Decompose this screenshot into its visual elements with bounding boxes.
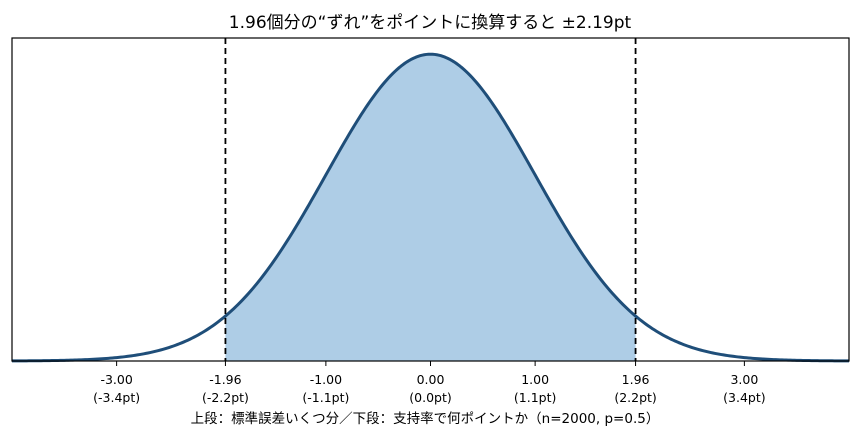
x-tick-label-2: -1.00 [310, 372, 342, 387]
x-tick-label-5: 1.96 [622, 372, 650, 387]
density-curve [11, 52, 850, 363]
reference-lines [224, 38, 637, 361]
x-tick-label-4: 1.00 [521, 372, 549, 387]
x-tick-sublabel-3: (0.0pt) [409, 390, 451, 405]
x-tick-sublabel-0: (-3.4pt) [93, 390, 140, 405]
chart-title: 1.96個分の“ずれ”をポイントに換算すると ±2.19pt [229, 13, 632, 33]
confidence-interval-area [225, 54, 636, 361]
x-axis-ticks: -3.00 (-3.4pt) -1.96 (-2.2pt) -1.00 (-1.1pt) 0… [93, 361, 766, 405]
x-tick-sublabel-4: (1.1pt) [514, 390, 556, 405]
x-tick-label-1: -1.96 [209, 372, 241, 387]
x-tick-sublabel-1: (-2.2pt) [202, 390, 249, 405]
x-tick-sublabel-5: (2.2pt) [614, 390, 656, 405]
x-tick-sublabel-2: (-1.1pt) [302, 390, 349, 405]
x-axis-label: 上段：標準誤差いくつ分／下段：支持率で何ポイントか（n=2000, p=0.5） [191, 410, 660, 427]
x-tick-label-3: 0.00 [417, 372, 445, 387]
x-tick-label-0: -3.00 [100, 372, 132, 387]
x-tick-sublabel-6: (3.4pt) [723, 390, 765, 405]
x-tick-label-6: 3.00 [730, 372, 758, 387]
